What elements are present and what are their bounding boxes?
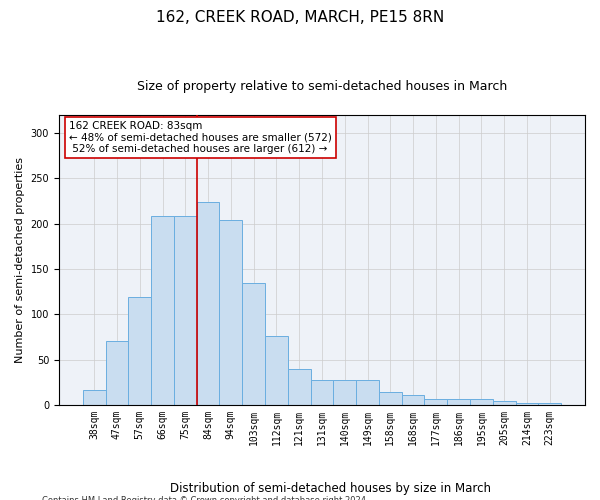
Bar (151, 216, 174, 405)
Text: 162, CREEK ROAD, MARCH, PE15 8RN: 162, CREEK ROAD, MARCH, PE15 8RN (156, 10, 444, 25)
Title: Size of property relative to semi-detached houses in March: Size of property relative to semi-detach… (137, 80, 507, 93)
Bar (174, 216, 197, 405)
Text: Distribution of semi-detached houses by size in March: Distribution of semi-detached houses by … (170, 482, 491, 495)
Bar (379, 392, 401, 405)
Bar (311, 380, 334, 405)
Text: 162 CREEK ROAD: 83sqm
← 48% of semi-detached houses are smaller (572)
 52% of se: 162 CREEK ROAD: 83sqm ← 48% of semi-deta… (70, 121, 332, 154)
Text: Contains HM Land Registry data © Crown copyright and database right 2024.
Contai: Contains HM Land Registry data © Crown c… (42, 496, 407, 500)
Bar (106, 342, 128, 405)
Bar (197, 202, 220, 405)
Bar (447, 400, 470, 405)
Bar (401, 395, 424, 405)
Bar (83, 390, 106, 405)
Y-axis label: Number of semi-detached properties: Number of semi-detached properties (15, 157, 25, 363)
Bar (470, 400, 493, 405)
Bar (220, 220, 242, 405)
Bar (128, 297, 151, 405)
Bar (242, 282, 265, 405)
Bar (493, 402, 515, 405)
Bar (288, 368, 311, 405)
Bar (265, 336, 288, 405)
Bar (356, 380, 379, 405)
Bar (538, 403, 561, 405)
Bar (515, 403, 538, 405)
Bar (334, 380, 356, 405)
Bar (424, 400, 447, 405)
